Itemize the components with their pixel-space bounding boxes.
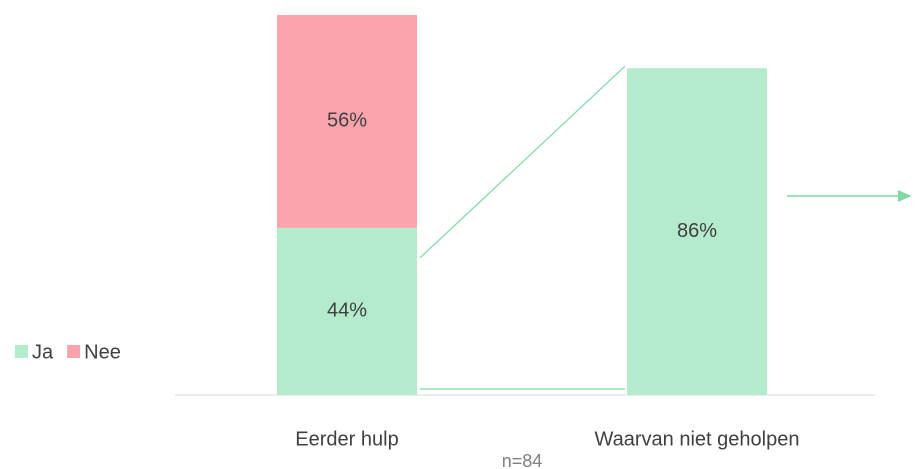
data-label: 56% (327, 110, 367, 132)
legend-label: Nee (84, 341, 121, 363)
legend-swatch (67, 345, 81, 358)
connector (419, 65, 626, 259)
bar-segment (627, 68, 767, 395)
legend-label: Ja (32, 341, 54, 363)
data-label: 44% (327, 300, 367, 322)
x-tick-label: Eerder hulp (295, 428, 398, 450)
legend-swatch (15, 345, 28, 358)
annotation: n=84 (502, 451, 543, 469)
bar-segment (277, 227, 417, 395)
x-tick-label: Waarvan niet geholpen (595, 428, 800, 450)
bar-segment (277, 15, 417, 228)
data-label: 86% (677, 220, 717, 242)
